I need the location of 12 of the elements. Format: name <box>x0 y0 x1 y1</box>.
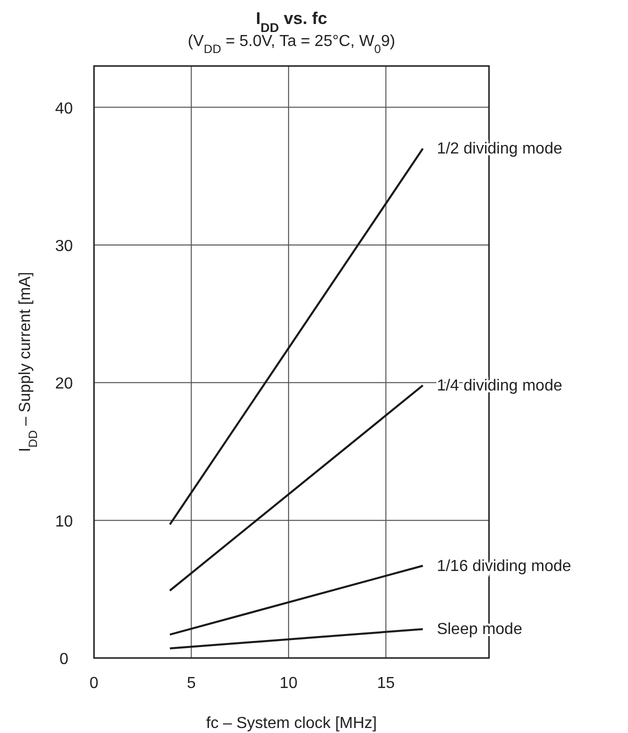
x-tick-label: 15 <box>376 675 395 692</box>
x-tick-label: 10 <box>280 675 298 692</box>
y-tick-label: 40 <box>55 100 73 118</box>
y-tick-label: 0 <box>60 651 69 668</box>
chart-title: I$_{DD}$ vs. fc <box>256 9 328 34</box>
x-tick-label: 0 <box>90 675 99 692</box>
y-tick-label: 10 <box>55 513 73 530</box>
chart-subtitle: (V$_{DD}$ = 5.0V, Ta = 25°C, W$_{0}$9) <box>188 33 396 56</box>
x-axis-title: fc – System clock [MHz] <box>206 715 377 732</box>
y-tick-label: 20 <box>55 376 73 393</box>
x-tick-label: 5 <box>186 675 196 692</box>
y-tick-label: 30 <box>55 238 73 255</box>
